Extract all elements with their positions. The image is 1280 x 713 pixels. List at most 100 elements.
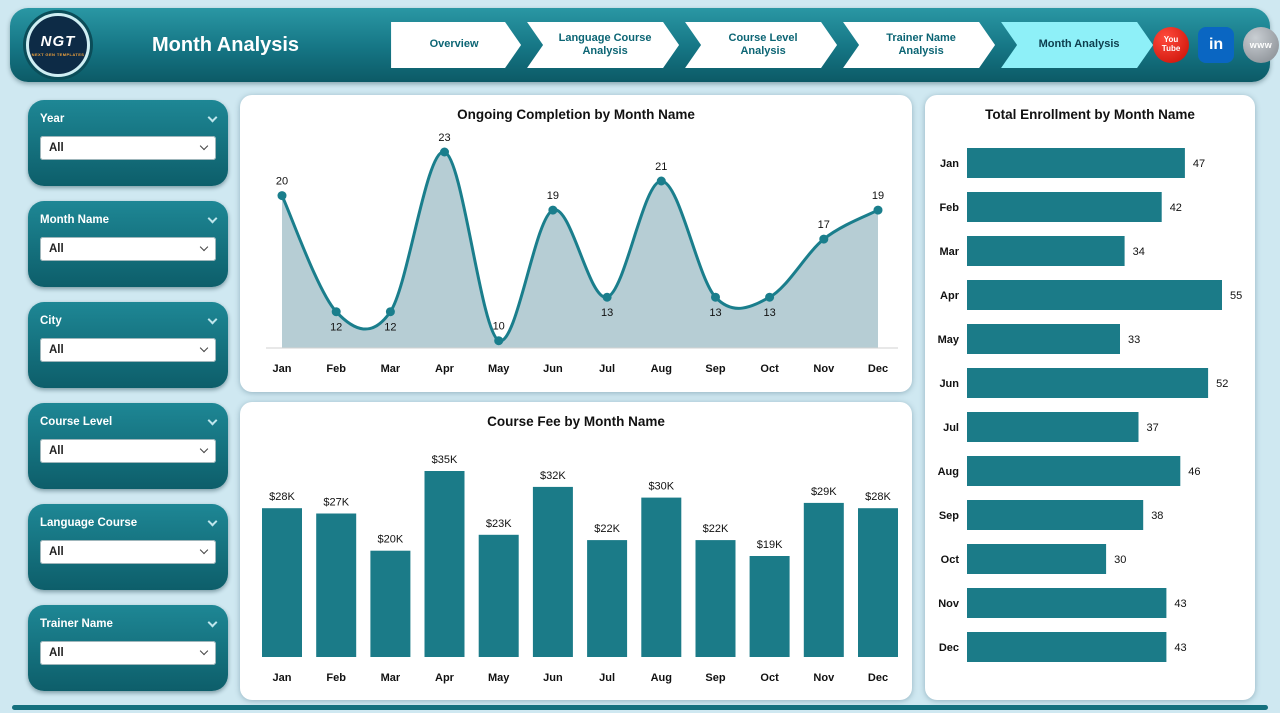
bar[interactable] [967,632,1167,662]
chart-title: Total Enrollment by Month Name [985,107,1195,122]
slicer-city: City All [28,302,228,388]
bar[interactable] [967,324,1120,354]
value-label: 43 [1174,598,1186,610]
category-label: Feb [326,363,346,375]
data-point[interactable] [765,292,775,302]
bar[interactable] [858,508,898,657]
chevron-down-icon [199,444,209,454]
category-label: Jan [273,363,292,375]
chevron-down-icon [199,545,209,555]
value-label: 19 [872,190,884,202]
bar[interactable] [532,486,573,657]
bottom-accent-bar [12,705,1268,710]
linkedin-text: in [1208,36,1224,53]
bar[interactable] [967,500,1144,530]
value-label: $29K [811,486,837,498]
value-label: 43 [1174,642,1186,654]
youtube-icon[interactable]: You Tube [1153,27,1190,63]
slicer-month-name-dropdown[interactable]: All [40,237,216,261]
linkedin-icon[interactable]: in [1198,27,1235,63]
data-point[interactable] [494,336,504,346]
slicer-language-course-label: Language Course [40,517,138,529]
bar[interactable] [967,236,1125,266]
slicer-language-course: Language Course All [28,504,228,590]
chevron-down-icon[interactable] [207,617,218,627]
web-text: www [1249,40,1273,50]
value-label: 46 [1188,466,1200,478]
bar[interactable] [803,502,844,657]
value-label: $28K [269,491,295,503]
value-label: 30 [1114,554,1126,566]
slicer-trainer-name-dropdown[interactable]: All [40,641,216,665]
bar[interactable] [967,456,1181,486]
value-label: 34 [1133,246,1145,258]
slicer-city-dropdown[interactable]: All [40,338,216,362]
website-globe-icon[interactable]: www [1243,27,1280,63]
nav-tab-course-level-analysis[interactable]: Course Level Analysis [685,22,837,68]
bar[interactable] [641,497,682,657]
data-point[interactable] [873,205,883,215]
chevron-down-icon[interactable] [207,314,218,324]
bar[interactable] [478,534,519,657]
data-point[interactable] [819,234,829,244]
nav-tab-trainer-name-analysis[interactable]: Trainer Name Analysis [843,22,995,68]
data-point[interactable] [385,307,395,317]
bar[interactable] [316,513,357,658]
bar[interactable] [695,540,736,657]
bar[interactable] [967,588,1167,618]
data-point[interactable] [656,176,666,186]
data-point[interactable] [602,292,612,302]
bar[interactable] [262,508,302,657]
chevron-down-icon[interactable] [207,112,218,122]
chevron-down-icon [199,242,209,252]
chevron-down-icon [199,141,209,151]
chevron-down-icon[interactable] [207,516,218,526]
slicer-course-level-value: All [49,445,64,457]
bar[interactable] [967,148,1185,178]
bar[interactable] [967,280,1222,310]
value-label: $19K [757,539,783,551]
slicer-city-value: All [49,344,64,356]
slicer-language-course-dropdown[interactable]: All [40,540,216,564]
bar[interactable] [370,550,411,657]
value-label: 13 [709,307,721,319]
slicer-month-name-label: Month Name [40,214,109,226]
category-label: Oct [760,363,779,375]
nav-bar: Overview Language Course Analysis Course… [391,22,1153,68]
value-label: 10 [493,321,505,333]
category-label: Feb [326,672,346,684]
bar[interactable] [967,368,1209,398]
chevron-down-icon[interactable] [207,213,218,223]
data-point[interactable] [711,292,720,302]
nav-tab-language-course-analysis[interactable]: Language Course Analysis [527,22,679,68]
data-point[interactable] [548,205,558,215]
bar[interactable] [749,556,790,657]
area-chart: 20 Jan 12 Feb 12 Mar 23 Apr 10 May 19 Jun 13 Jul 21 Aug… [266,132,898,375]
bar[interactable] [967,544,1107,574]
slicer-year-label: Year [40,113,65,125]
category-label: Mar [381,672,401,684]
slicer-year-value: All [49,142,64,154]
value-label: 17 [818,219,830,231]
logo-text: NGT [40,33,76,50]
slicer-course-level-dropdown[interactable]: All [40,439,216,463]
social-links: You Tube in www [1153,27,1280,63]
slicer-course-level: Course Level All [28,403,228,489]
category-label: Dec [939,642,959,654]
data-point[interactable] [331,307,341,317]
bar[interactable] [967,412,1139,442]
value-label: 33 [1128,334,1140,346]
bar[interactable] [587,540,628,657]
data-point[interactable] [277,191,287,201]
bar[interactable] [967,192,1162,222]
slicer-year-dropdown[interactable]: All [40,136,216,160]
bar[interactable] [424,471,465,657]
nav-tab-month-analysis[interactable]: Month Analysis [1001,22,1153,68]
chevron-down-icon[interactable] [207,415,218,425]
nav-tab-overview[interactable]: Overview [391,22,521,68]
category-label: Jun [543,363,563,375]
category-label: Nov [938,598,960,610]
category-label: Mar [381,363,401,375]
data-point[interactable] [440,147,449,157]
column-chart: $28K Jan $27K Feb $20K Mar $35K Apr $23K May $32K J… [262,454,898,684]
